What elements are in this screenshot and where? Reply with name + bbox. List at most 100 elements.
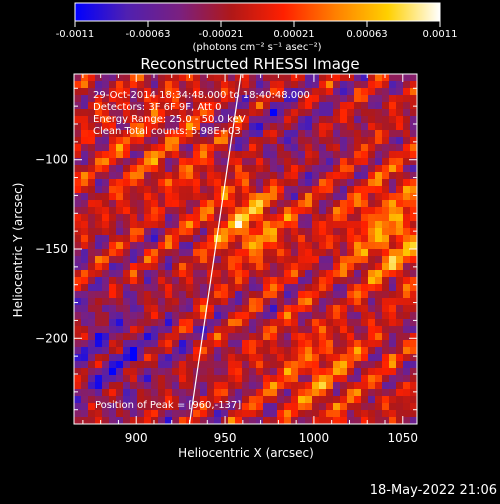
heatmap-cell (221, 263, 229, 271)
heatmap-cell (312, 270, 320, 278)
heatmap-cell (361, 102, 369, 110)
heatmap-cell (326, 151, 334, 159)
heatmap-cell (319, 123, 327, 131)
heatmap-cell (291, 151, 299, 159)
heatmap-cell (81, 172, 89, 180)
heatmap-cell (235, 221, 243, 229)
heatmap-cell (193, 305, 201, 313)
heatmap-cell (242, 158, 250, 166)
heatmap-cell (249, 298, 257, 306)
heatmap-cell (326, 340, 334, 348)
heatmap-cell (396, 95, 404, 103)
heatmap-cell (368, 158, 376, 166)
heatmap-cell (242, 186, 250, 194)
heatmap-cell (186, 305, 194, 313)
heatmap-cell (354, 298, 362, 306)
heatmap-cell (130, 116, 138, 124)
heatmap-cell (88, 193, 96, 201)
heatmap-cell (130, 403, 138, 411)
heatmap-cell (102, 165, 110, 173)
heatmap-cell (193, 347, 201, 355)
heatmap-cell (109, 228, 117, 236)
heatmap-cell (165, 263, 173, 271)
heatmap-cell (368, 263, 376, 271)
heatmap-cell (305, 375, 313, 383)
x-tick-label: 1000 (299, 431, 330, 445)
heatmap-cell (137, 291, 145, 299)
heatmap-cell (319, 417, 327, 424)
heatmap-cell (340, 137, 348, 145)
heatmap-cell (200, 186, 208, 194)
heatmap-cell (249, 263, 257, 271)
heatmap-cell (270, 375, 278, 383)
heatmap-cell (375, 74, 383, 82)
heatmap-cell (375, 354, 383, 362)
heatmap-cell (347, 305, 355, 313)
heatmap-cell (375, 368, 383, 376)
heatmap-cell (200, 102, 208, 110)
heatmap-cell (410, 228, 417, 236)
heatmap-cell (312, 214, 320, 222)
heatmap-cell (123, 102, 131, 110)
heatmap-cell (123, 396, 131, 404)
heatmap-cell (326, 123, 334, 131)
heatmap-cell (179, 193, 187, 201)
heatmap-cell (312, 151, 320, 159)
heatmap-cell (228, 74, 236, 82)
heatmap-cell (396, 221, 404, 229)
heatmap-cell (151, 207, 159, 215)
heatmap-cell (403, 102, 411, 110)
heatmap-cell (249, 116, 257, 124)
heatmap-cell (214, 396, 222, 404)
heatmap-cell (81, 123, 89, 131)
heatmap-cell (326, 277, 334, 285)
heatmap-cell (109, 186, 117, 194)
heatmap-cell (354, 130, 362, 138)
heatmap-cell (333, 235, 341, 243)
heatmap-cell (263, 214, 271, 222)
heatmap-cell (144, 144, 152, 152)
heatmap-cell (81, 179, 89, 187)
heatmap-cell (291, 326, 299, 334)
heatmap-cell (410, 298, 417, 306)
heatmap-cell (375, 228, 383, 236)
heatmap-cell (172, 382, 180, 390)
heatmap-cell (354, 270, 362, 278)
heatmap-cell (368, 361, 376, 369)
heatmap-cell (340, 200, 348, 208)
heatmap-cell (228, 263, 236, 271)
heatmap-cell (151, 389, 159, 397)
heatmap-cell (263, 179, 271, 187)
heatmap-cell (172, 158, 180, 166)
heatmap-cell (158, 186, 166, 194)
heatmap-cell (81, 151, 89, 159)
heatmap-cell (319, 242, 327, 250)
heatmap-cell (144, 256, 152, 264)
heatmap-cell (137, 102, 145, 110)
heatmap-cell (256, 368, 264, 376)
heatmap-cell (340, 249, 348, 257)
heatmap-cell (165, 95, 173, 103)
heatmap-cell (116, 228, 124, 236)
heatmap-cell (361, 249, 369, 257)
heatmap-cell (151, 263, 159, 271)
heatmap-cell (305, 340, 313, 348)
heatmap-cell (333, 214, 341, 222)
heatmap-cell (389, 235, 397, 243)
heatmap-cell (256, 403, 264, 411)
heatmap-cell (172, 305, 180, 313)
heatmap-cell (186, 228, 194, 236)
heatmap-cell (116, 74, 124, 82)
heatmap-cell (382, 333, 390, 341)
heatmap-cell (109, 347, 117, 355)
heatmap-cell (256, 151, 264, 159)
heatmap-cell (214, 249, 222, 257)
heatmap-cell (235, 242, 243, 250)
heatmap-cell (242, 81, 250, 89)
heatmap-cell (396, 144, 404, 152)
heatmap-cell (179, 158, 187, 166)
heatmap-cell (179, 102, 187, 110)
heatmap-cell (375, 214, 383, 222)
heatmap-cell (256, 277, 264, 285)
heatmap-cell (116, 312, 124, 320)
